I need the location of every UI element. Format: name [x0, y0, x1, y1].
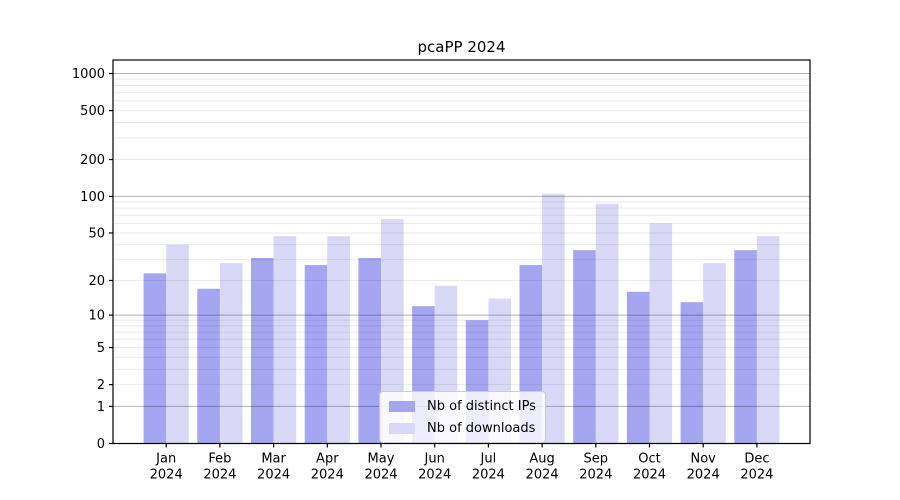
y-tick-label: 500	[80, 104, 105, 119]
x-tick-label-year: 2024	[311, 468, 344, 483]
y-tick-label: 0	[97, 437, 105, 452]
bar-dec-downloads	[756, 236, 780, 444]
x-tick-label-year: 2024	[472, 468, 505, 483]
x-tick-label-year: 2024	[364, 468, 397, 483]
bar-may-distinct-ips	[358, 257, 381, 444]
x-tick-label-month: Apr	[316, 452, 339, 467]
bar-jan-downloads	[166, 244, 189, 444]
x-tick-label-year: 2024	[740, 468, 773, 483]
bar-dec-distinct-ips	[734, 250, 757, 444]
bar-apr-distinct-ips	[304, 265, 328, 444]
legend-swatch-distinct-ips	[389, 400, 415, 412]
y-tick-label: 1	[97, 400, 105, 415]
x-tick-label-month: Nov	[691, 452, 717, 467]
x-tick-label-month: Feb	[208, 452, 231, 467]
bar-feb-downloads	[219, 263, 243, 444]
x-tick-label-year: 2024	[633, 468, 666, 483]
bar-oct-distinct-ips	[626, 291, 650, 444]
legend-item-distinct-ips: Nb of distinct IPs	[389, 397, 536, 415]
x-tick-label-month: Jan	[155, 452, 176, 467]
bar-nov-distinct-ips	[680, 302, 704, 444]
legend-item-downloads: Nb of downloads	[389, 419, 536, 437]
y-tick-label: 50	[88, 226, 105, 241]
bar-aug-downloads	[542, 193, 565, 444]
bar-jan-distinct-ips	[143, 273, 167, 444]
legend-label-downloads: Nb of downloads	[427, 420, 536, 436]
x-tick-label-month: Oct	[638, 452, 660, 467]
x-tick-label-month: Dec	[744, 452, 769, 467]
x-tick-label-year: 2024	[579, 468, 612, 483]
x-tick-label-year: 2024	[418, 468, 451, 483]
x-tick-label-month: Aug	[529, 452, 554, 467]
x-tick-label-month: Jul	[480, 452, 497, 467]
bar-mar-downloads	[273, 236, 297, 444]
x-tick-label-year: 2024	[150, 468, 183, 483]
y-tick-label: 2	[97, 378, 105, 393]
y-tick-label: 1000	[72, 67, 105, 82]
x-tick-label-year: 2024	[203, 468, 236, 483]
legend-label-distinct-ips: Nb of distinct IPs	[427, 398, 536, 414]
y-tick-label: 100	[80, 190, 105, 205]
y-tick-label: 200	[80, 153, 105, 168]
x-tick-label-month: May	[368, 452, 395, 467]
y-tick-label: 20	[88, 274, 105, 289]
bar-feb-distinct-ips	[197, 288, 220, 444]
x-tick-label-year: 2024	[687, 468, 720, 483]
legend-swatch-downloads	[389, 422, 415, 434]
legend: Nb of distinct IPs Nb of downloads	[379, 391, 546, 443]
y-tick-label: 10	[88, 309, 105, 324]
bar-may-downloads	[381, 219, 404, 444]
x-tick-label-month: Sep	[584, 452, 609, 467]
bar-apr-downloads	[327, 236, 350, 444]
plot-frame	[112, 59, 811, 445]
x-tick-label-month: Jun	[424, 452, 445, 467]
bar-sep-downloads	[595, 203, 619, 444]
bar-mar-distinct-ips	[251, 257, 274, 444]
x-tick-label-month: Mar	[261, 452, 286, 467]
bar-oct-downloads	[649, 223, 673, 444]
y-tick-label: 5	[97, 341, 105, 356]
chart-title: pcaPP 2024	[417, 38, 506, 56]
x-tick-label-year: 2024	[257, 468, 290, 483]
bar-sep-distinct-ips	[573, 250, 596, 444]
x-tick-label-year: 2024	[526, 468, 559, 483]
bar-nov-downloads	[703, 263, 726, 444]
